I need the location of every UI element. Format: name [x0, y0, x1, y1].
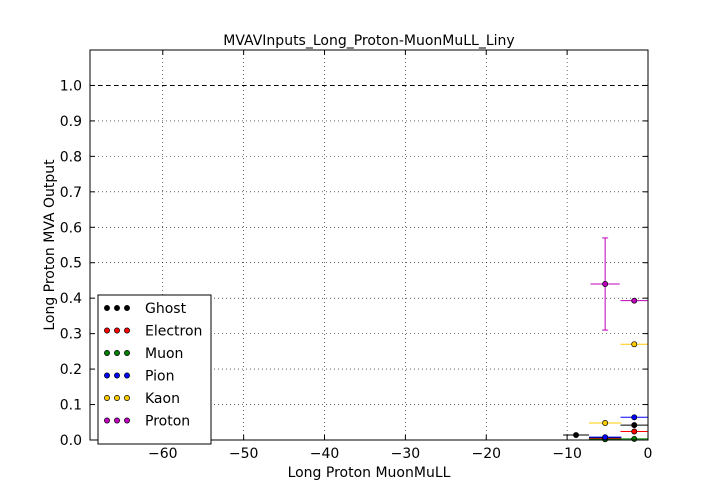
- x-axis-title: Long Proton MuonMuLL: [288, 465, 451, 481]
- legend-label: Electron: [145, 324, 202, 340]
- y-tick-label: 0.2: [60, 362, 82, 378]
- y-tick-label: 0.9: [60, 114, 82, 130]
- legend-marker: [124, 305, 130, 311]
- y-tick-label: 0.8: [60, 149, 82, 165]
- legend-label: Ghost: [145, 301, 187, 317]
- legend-marker: [124, 417, 130, 424]
- legend-marker: [104, 350, 110, 356]
- y-axis-title: Long Proton MVA Output: [42, 159, 58, 331]
- legend-marker: [104, 395, 110, 401]
- y-tick-label: 0.1: [60, 398, 82, 414]
- y-tick-label: 0.0: [60, 433, 82, 449]
- data-point: [631, 297, 638, 304]
- legend-marker: [124, 327, 130, 334]
- legend-marker: [114, 372, 120, 379]
- legend-marker: [114, 305, 120, 311]
- legend-marker: [124, 350, 130, 356]
- data-point: [602, 281, 609, 287]
- y-tick-label: 0.5: [60, 256, 82, 272]
- x-tick-label: −50: [229, 446, 259, 462]
- axis-ticks: −60 −50 −40 −30 −20 −10 0 0.0 0.1 0.2 0.3 0.4 0.5 0.6…: [60, 50, 653, 462]
- legend-marker: [124, 395, 130, 401]
- data-point: [631, 422, 638, 429]
- legend: Ghost Electron Muon Pion Kaon Proton: [97, 294, 212, 445]
- plot-frame: [89, 49, 649, 441]
- legend-marker: [104, 417, 110, 424]
- legend-marker: [104, 372, 110, 379]
- data-point: [631, 428, 638, 435]
- data-point: [631, 341, 638, 348]
- x-tick-label: −60: [148, 446, 178, 462]
- legend-label: Pion: [145, 369, 174, 385]
- legend-marker: [104, 305, 110, 311]
- data-point: [602, 434, 609, 441]
- y-tick-label: 0.6: [60, 220, 82, 236]
- x-tick-label: 0: [644, 446, 653, 462]
- legend-marker: [124, 372, 130, 379]
- data-point: [631, 435, 638, 442]
- data-point: [631, 414, 638, 421]
- y-tick-label: 1.0: [60, 78, 82, 94]
- x-tick-label: −40: [310, 446, 340, 462]
- y-tick-label: 0.7: [60, 185, 82, 201]
- data-point: [602, 420, 609, 426]
- legend-marker: [104, 327, 110, 334]
- legend-marker: [114, 327, 120, 334]
- data-point: [573, 432, 579, 438]
- legend-marker: [114, 395, 120, 401]
- legend-label: Muon: [145, 346, 183, 362]
- chart-title: MVAVInputs_Long_Proton-MuonMuLL_Liny: [223, 33, 514, 49]
- legend-marker: [114, 350, 120, 356]
- x-tick-label: −20: [471, 446, 501, 462]
- y-tick-label: 0.3: [60, 327, 82, 343]
- legend-label: Kaon: [145, 391, 180, 407]
- x-tick-label: −30: [391, 446, 421, 462]
- y-tick-label: 0.4: [60, 291, 82, 307]
- legend-label: Proton: [145, 414, 190, 430]
- x-tick-label: −10: [552, 446, 582, 462]
- legend-marker: [114, 417, 120, 424]
